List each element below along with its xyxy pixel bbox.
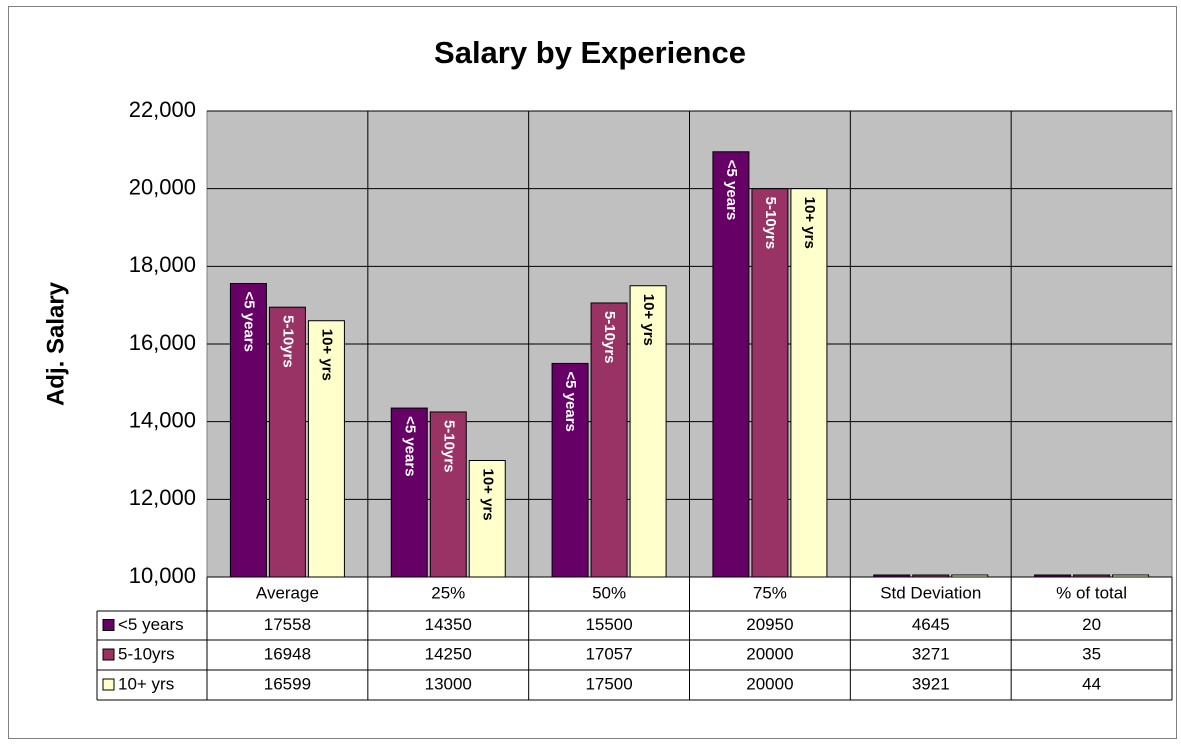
bar xyxy=(1034,574,1072,578)
bar xyxy=(390,407,428,578)
bar xyxy=(1112,574,1150,578)
bar xyxy=(268,306,306,578)
legend-label: 10+ yrs xyxy=(118,674,174,693)
x-tick-label: Average xyxy=(256,583,319,602)
y-axis-label: Adj. Salary xyxy=(42,281,69,406)
bar-label: 10+ yrs xyxy=(318,329,335,381)
bar xyxy=(751,188,789,578)
bar-label: <5 years xyxy=(401,416,418,476)
table-cell: 17500 xyxy=(585,674,632,693)
bar xyxy=(429,411,467,578)
bar-label: 5-10yrs xyxy=(440,420,457,473)
bar-label: 10+ yrs xyxy=(801,197,818,249)
x-tick-label: Std Deviation xyxy=(880,583,981,602)
table-cell: 17558 xyxy=(264,615,311,634)
chart-title: Salary by Experience xyxy=(434,35,746,70)
bar xyxy=(307,320,345,578)
y-tick-label: 18,000 xyxy=(129,252,196,277)
legend-key xyxy=(102,678,115,691)
x-tick-label: 25% xyxy=(431,583,465,602)
bar xyxy=(873,574,911,578)
table-cell: 20 xyxy=(1082,615,1101,634)
y-tick-label: 10,000 xyxy=(129,563,196,588)
legend-key xyxy=(102,619,115,631)
bar-label: 10+ yrs xyxy=(640,294,657,346)
legend-key xyxy=(102,648,115,661)
table-cell: 20000 xyxy=(746,644,793,663)
table-cell: 20000 xyxy=(746,674,793,693)
bar xyxy=(912,574,950,578)
x-tick-label: 50% xyxy=(592,583,626,602)
table-cell: 14250 xyxy=(425,644,472,663)
table-cell: 35 xyxy=(1082,644,1101,663)
y-tick-label: 14,000 xyxy=(129,407,196,432)
bar-label: <5 years xyxy=(723,160,740,220)
y-tick-label: 20,000 xyxy=(129,174,196,199)
table-cell: 16599 xyxy=(264,674,311,693)
x-tick-label: % of total xyxy=(1056,583,1127,602)
bar xyxy=(229,282,267,578)
bar xyxy=(468,460,506,578)
table-cell: 3921 xyxy=(912,674,950,693)
legend-label: 5-10yrs xyxy=(118,644,175,663)
table-cell: 20950 xyxy=(746,615,793,634)
table-cell: 16948 xyxy=(264,644,311,663)
bar xyxy=(551,362,589,578)
bar xyxy=(951,574,989,578)
table-cell: 13000 xyxy=(425,674,472,693)
bar xyxy=(790,188,828,578)
bar-label: 5-10yrs xyxy=(601,311,618,364)
table-cell: 15500 xyxy=(585,615,632,634)
legend-label: <5 years xyxy=(118,615,184,634)
bar xyxy=(1073,574,1111,578)
y-tick-label: 16,000 xyxy=(129,330,196,355)
x-tick-label: 75% xyxy=(753,583,787,602)
table-cell: 14350 xyxy=(425,615,472,634)
table-cell: 3271 xyxy=(912,644,950,663)
bar-label: 5-10yrs xyxy=(762,197,779,250)
bar xyxy=(712,151,750,578)
table-cell: 44 xyxy=(1082,674,1101,693)
bar-label: 10+ yrs xyxy=(479,469,496,521)
table-cell: 17057 xyxy=(585,644,632,663)
y-tick-label: 12,000 xyxy=(129,485,196,510)
table-cell: 4645 xyxy=(912,615,950,634)
bar-label: 5-10yrs xyxy=(279,315,296,368)
bar xyxy=(590,302,628,578)
bar-label: <5 years xyxy=(240,291,257,351)
y-tick-label: 22,000 xyxy=(129,97,196,122)
bar xyxy=(629,285,667,578)
bar-label: <5 years xyxy=(562,371,579,431)
